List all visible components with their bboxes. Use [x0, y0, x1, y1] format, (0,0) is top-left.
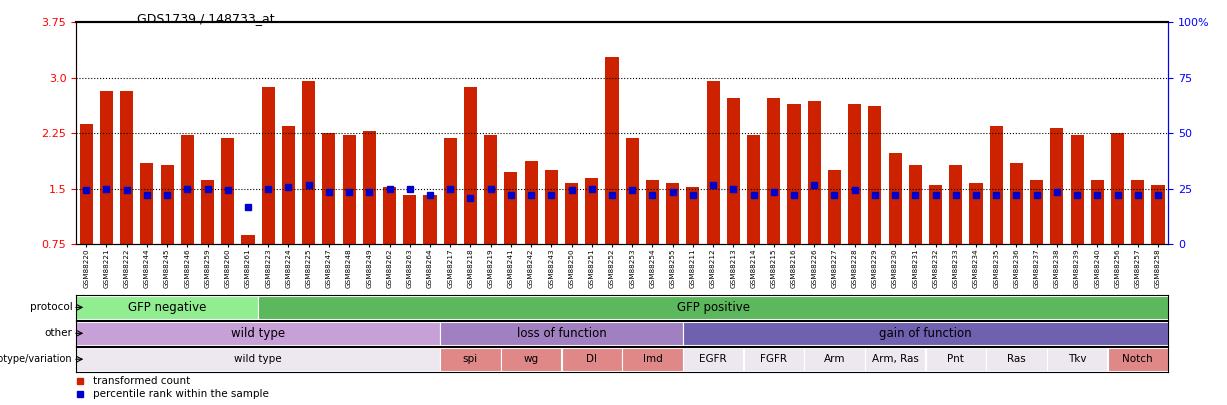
Bar	[282, 126, 294, 244]
Bar	[804, 348, 865, 371]
Bar	[440, 322, 682, 345]
Bar	[645, 180, 659, 244]
Bar	[545, 170, 558, 244]
Bar	[1091, 180, 1104, 244]
Text: genotype/variation: genotype/variation	[0, 354, 72, 364]
Text: Pnt: Pnt	[947, 354, 964, 364]
Bar	[564, 183, 578, 244]
Bar	[626, 139, 639, 244]
Text: percentile rank within the sample: percentile rank within the sample	[93, 390, 269, 399]
Bar	[323, 133, 335, 244]
Bar	[76, 322, 440, 345]
Bar	[686, 187, 699, 244]
Bar	[622, 348, 682, 371]
Bar	[1110, 133, 1124, 244]
Bar	[161, 165, 174, 244]
Bar	[440, 348, 501, 371]
Bar	[464, 87, 477, 244]
Bar	[987, 348, 1047, 371]
Bar	[1050, 128, 1064, 244]
Text: Tkv: Tkv	[1067, 354, 1086, 364]
Bar	[383, 187, 396, 244]
Text: loss of function: loss of function	[517, 327, 606, 340]
Bar	[807, 101, 821, 244]
Bar	[726, 98, 740, 244]
Bar	[869, 106, 881, 244]
Text: GDS1739 / 148733_at: GDS1739 / 148733_at	[137, 12, 275, 25]
Bar	[950, 165, 962, 244]
Bar	[969, 183, 983, 244]
Bar	[562, 348, 622, 371]
Bar	[99, 91, 113, 244]
Text: wild type: wild type	[231, 327, 285, 340]
Bar	[585, 178, 599, 244]
Bar	[80, 124, 93, 244]
Bar	[261, 87, 275, 244]
Bar	[848, 104, 861, 244]
Bar	[1070, 135, 1083, 244]
Bar	[929, 185, 942, 244]
Bar	[747, 135, 760, 244]
Bar	[909, 165, 921, 244]
Text: transformed count: transformed count	[93, 376, 190, 386]
Bar	[1031, 180, 1043, 244]
Text: Dl: Dl	[587, 354, 598, 364]
Bar	[180, 135, 194, 244]
Bar	[404, 195, 416, 244]
Bar	[76, 296, 258, 319]
Bar	[1131, 180, 1145, 244]
Bar	[120, 91, 134, 244]
Bar	[140, 163, 153, 244]
Text: Ras: Ras	[1007, 354, 1026, 364]
Bar	[925, 348, 987, 371]
Bar	[221, 139, 234, 244]
Bar	[788, 104, 800, 244]
Text: Notch: Notch	[1123, 354, 1153, 364]
Bar	[302, 81, 315, 244]
Bar	[242, 234, 254, 244]
Text: Arm, Ras: Arm, Ras	[871, 354, 919, 364]
Bar	[683, 322, 1168, 345]
Bar	[524, 161, 537, 244]
Bar	[501, 348, 561, 371]
Bar	[76, 348, 440, 371]
Bar	[423, 195, 437, 244]
Bar	[605, 57, 618, 244]
Text: wg: wg	[524, 354, 539, 364]
Text: Arm: Arm	[823, 354, 845, 364]
Text: gain of function: gain of function	[879, 327, 972, 340]
Bar	[1108, 348, 1168, 371]
Bar	[828, 170, 840, 244]
Text: protocol: protocol	[29, 303, 72, 312]
Bar	[1151, 185, 1164, 244]
Text: Imd: Imd	[643, 354, 663, 364]
Bar	[707, 81, 720, 244]
Bar	[485, 135, 497, 244]
Bar	[342, 135, 356, 244]
Bar	[990, 126, 1002, 244]
Bar	[744, 348, 804, 371]
Bar	[666, 183, 680, 244]
Bar	[504, 173, 518, 244]
Bar	[258, 296, 1168, 319]
Bar	[201, 180, 213, 244]
Bar	[363, 131, 375, 244]
Bar	[1010, 163, 1023, 244]
Text: EGFR: EGFR	[699, 354, 726, 364]
Text: GFP negative: GFP negative	[128, 301, 206, 314]
Text: other: other	[44, 328, 72, 338]
Bar	[767, 98, 780, 244]
Text: FGFR: FGFR	[761, 354, 788, 364]
Bar	[865, 348, 925, 371]
Bar	[888, 153, 902, 244]
Bar	[444, 138, 456, 244]
Bar	[683, 348, 744, 371]
Text: wild type: wild type	[234, 354, 282, 364]
Bar	[1047, 348, 1107, 371]
Text: spi: spi	[463, 354, 479, 364]
Text: GFP positive: GFP positive	[676, 301, 750, 314]
